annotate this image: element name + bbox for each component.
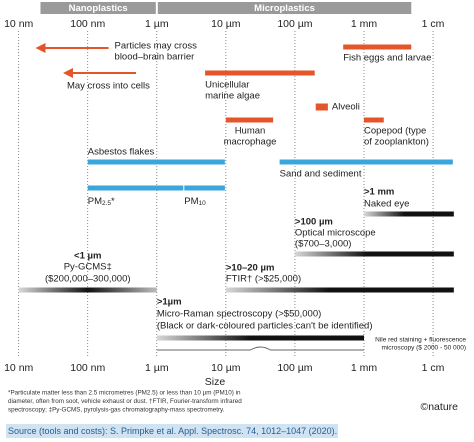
range-bar bbox=[205, 70, 315, 76]
method-label: >100 µm bbox=[295, 217, 333, 228]
x-tick-label: 1 µm bbox=[145, 362, 169, 374]
method-label: Nile red staining + fluorescence bbox=[375, 337, 466, 344]
x-axis-label: Size bbox=[205, 376, 226, 388]
x-tick-label-top: 10 µm bbox=[211, 18, 241, 30]
range-label: marine algae bbox=[205, 91, 260, 102]
range-label: of zooplankton) bbox=[364, 137, 429, 148]
band bbox=[157, 2, 412, 14]
range-bar bbox=[225, 117, 274, 123]
x-tick-label-top: 1 cm bbox=[422, 18, 445, 30]
method-label: >1 mm bbox=[364, 187, 394, 198]
arrow-label: Particles may cross bbox=[115, 41, 198, 52]
range-label: PM10 bbox=[184, 196, 206, 207]
range-label: Human bbox=[235, 126, 266, 137]
band bbox=[40, 2, 156, 14]
credit: ©nature bbox=[420, 401, 458, 413]
method-label: Micro-Raman spectroscopy (>$50,000) bbox=[157, 309, 321, 320]
method-line bbox=[156, 346, 364, 351]
method-label: >1µm bbox=[157, 297, 182, 308]
x-tick-label: 10 nm bbox=[4, 362, 33, 374]
band-label: Microplastics bbox=[254, 3, 315, 14]
x-tick-label-top: 1 µm bbox=[145, 18, 169, 30]
range-bar bbox=[279, 159, 453, 165]
method-bar bbox=[18, 287, 157, 293]
source: Source (tools and costs): S. Primpke et … bbox=[8, 426, 337, 436]
arrow-label: blood–brain barrier bbox=[115, 52, 195, 63]
range-bar bbox=[343, 44, 412, 50]
x-tick-label-top: 10 nm bbox=[4, 18, 33, 30]
method-label: FTIR† (>$25,000) bbox=[226, 274, 301, 285]
footnote: *Particulate matter less than 2.5 microm… bbox=[8, 390, 241, 397]
method-bar bbox=[225, 287, 454, 293]
range-bar bbox=[363, 117, 384, 123]
range-label: Unicellular bbox=[205, 80, 249, 91]
range-label: Sand and sediment bbox=[280, 169, 362, 180]
label-suffix: * bbox=[111, 196, 115, 207]
x-tick-label-top: 1 mm bbox=[351, 18, 378, 30]
label-text: PM bbox=[88, 196, 102, 207]
range-label: Alveoli bbox=[332, 102, 360, 113]
range-label: macrophage bbox=[224, 137, 277, 148]
x-tick-label-top: 100 nm bbox=[70, 18, 105, 30]
label-text: PM bbox=[184, 196, 198, 207]
x-tick-label: 10 µm bbox=[211, 362, 241, 374]
range-label: Copepod (type bbox=[364, 126, 426, 137]
method-bar bbox=[363, 211, 454, 217]
range-bar bbox=[87, 159, 225, 165]
x-tick-label: 1 mm bbox=[351, 362, 378, 374]
method-label: Optical microscope bbox=[295, 228, 376, 239]
range-label: Asbestos flakes bbox=[88, 147, 155, 158]
x-tick-label-top: 100 µm bbox=[277, 18, 312, 30]
method-bar bbox=[156, 335, 364, 341]
range-label: PM2.5* bbox=[88, 196, 115, 207]
range-bar bbox=[184, 185, 225, 191]
label-subscript: 2.5 bbox=[102, 200, 111, 207]
band-label: Nanoplastics bbox=[69, 3, 128, 14]
method-label: ($200,000–300,000) bbox=[45, 274, 131, 285]
method-label: ($700–3,000) bbox=[295, 239, 352, 250]
x-tick-label: 100 µm bbox=[277, 362, 312, 374]
x-tick-label: 1 cm bbox=[422, 362, 445, 374]
method-bar bbox=[294, 251, 454, 257]
range-bar bbox=[315, 103, 328, 111]
footnote: spectroscopy; ‡Py-GCMS, pyrolysis-gas ch… bbox=[8, 407, 225, 414]
method-label: >10–20 µm bbox=[226, 263, 275, 274]
x-tick-label: 100 nm bbox=[70, 362, 105, 374]
source-highlight bbox=[6, 424, 338, 438]
method-label: (Black or dark-coloured particles can't … bbox=[157, 321, 373, 332]
footnote: diameter, often from soot, vehicle exhau… bbox=[8, 398, 242, 405]
label-subscript: 10 bbox=[199, 200, 207, 207]
method-label: <1 µm bbox=[74, 251, 101, 262]
range-bar bbox=[87, 185, 184, 191]
arrow-label: May cross into cells bbox=[67, 81, 150, 92]
method-label: microscopy ($ 2000 - 50 000) bbox=[381, 345, 466, 352]
method-label: Py-GCMS‡ bbox=[64, 262, 112, 273]
method-label: Naked eye bbox=[364, 199, 409, 210]
range-label: Fish eggs and larvae bbox=[343, 53, 431, 64]
